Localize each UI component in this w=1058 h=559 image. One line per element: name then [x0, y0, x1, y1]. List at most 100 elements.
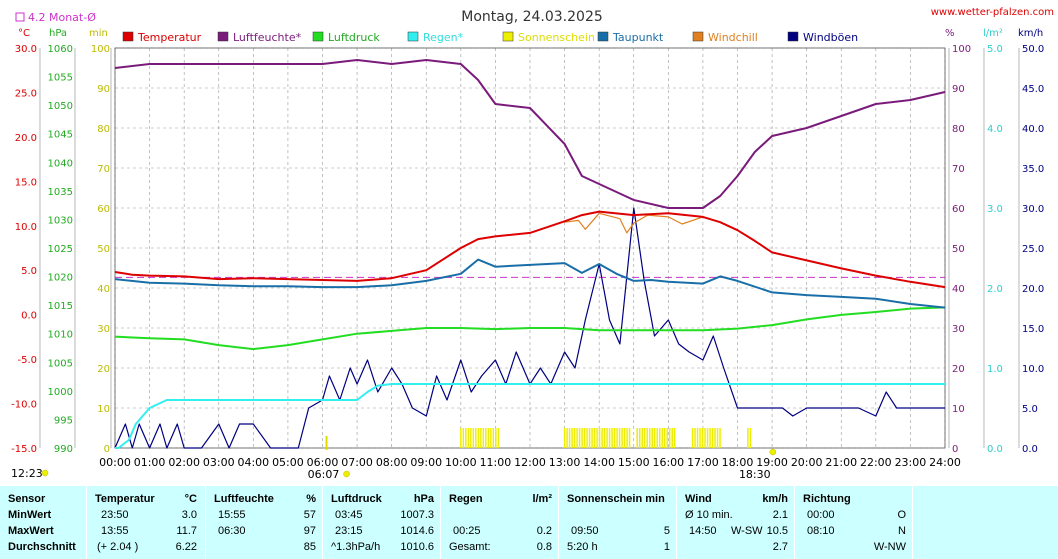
legend-swatch — [692, 31, 704, 42]
x-tick-label: 12:00 — [514, 456, 546, 469]
series-lines — [114, 59, 946, 449]
pressure-unit: hPa — [49, 28, 67, 39]
x-tick-label: 04:00 — [237, 456, 269, 469]
press-min-val: 1007.3 — [400, 509, 434, 521]
humidity-tick-label: 0 — [952, 444, 958, 455]
sunset-sun-icon — [769, 448, 777, 456]
hum-max-val: 97 — [303, 525, 316, 537]
humidity-tick-label: 50 — [952, 244, 965, 255]
wind-unit-header: km/h — [762, 493, 788, 505]
press-avg-trend: ^1.3hPa/h — [331, 541, 381, 553]
dir-min-time: 00:00 — [807, 509, 835, 521]
temp-tick-label: -15.0 — [11, 444, 37, 455]
humidity-tick-label: 80 — [952, 124, 965, 135]
sun-max-val: 5 — [663, 525, 670, 537]
sun-header: Sonnenschein min — [567, 493, 665, 505]
rain-tick-label: 4.0 — [987, 124, 1003, 135]
temp-min-time: 23:50 — [101, 509, 129, 521]
wind-avg-val: 2.7 — [772, 541, 788, 553]
x-tick-label: 11:00 — [480, 456, 512, 469]
dir-header: Richtung — [803, 493, 851, 505]
temp-max-time: 13:55 — [101, 525, 129, 537]
row-label-max: MaxWert — [8, 525, 54, 537]
legend-swatch — [217, 31, 229, 42]
col-richtung: Richtung 00:00 O 08:10 N W-NW — [795, 486, 913, 559]
legend-swatch — [502, 31, 514, 42]
pressure-tick-label: 990 — [54, 444, 73, 455]
plot-frame — [114, 47, 946, 449]
x-tick-label: 13:00 — [549, 456, 581, 469]
hum-avg-val: 85 — [303, 541, 316, 553]
legend-label: Sonnenschein — [518, 31, 595, 44]
sun-tick-label: 30 — [97, 324, 110, 335]
rain-tick-label: 3.0 — [987, 204, 1003, 215]
sun-max-time: 09:50 — [571, 525, 599, 537]
x-tick-label: 07:00 — [341, 456, 373, 469]
rain-tick-label: 0.0 — [987, 444, 1003, 455]
wind-min-label: Ø 10 min. — [685, 509, 733, 521]
x-tick-label: 22:00 — [860, 456, 892, 469]
rain-line — [115, 383, 945, 449]
press-avg-val: 1010.6 — [400, 541, 434, 553]
wind-max-dir: W-SW — [731, 525, 763, 537]
temp-tick-label: 25.0 — [15, 88, 37, 99]
pressure-tick-label: 1025 — [48, 244, 73, 255]
x-axis: 00:00 01:00 02:00 03:00 04:00 05:00 06:00 07:00… — [99, 436, 961, 481]
sun-icon — [41, 469, 49, 477]
x-tick-label: 24:00 — [929, 456, 961, 469]
legend-swatch — [597, 31, 609, 42]
wind-header: Wind — [685, 493, 712, 505]
row-label-sensor: Sensor — [8, 493, 46, 505]
rain-tick-label: 2.0 — [987, 284, 1003, 295]
dir-max-val: N — [898, 525, 906, 537]
windchill-line — [564, 212, 704, 234]
x-tick-label: 02:00 — [168, 456, 200, 469]
sunrise-sun-icon — [343, 470, 350, 478]
pressure-tick-label: 1060 — [48, 44, 73, 55]
monthly-avg-label: 4.2 Monat-Ø — [28, 11, 96, 24]
x-tick-label: 20:00 — [791, 456, 823, 469]
sunset-label: 18:30 — [739, 468, 771, 481]
x-tick-label: 08:00 — [376, 456, 408, 469]
humidity-tick-label: 70 — [952, 164, 965, 175]
rain-unit: l/m² — [983, 28, 1003, 39]
pressure-tick-label: 1050 — [48, 101, 73, 112]
temp-tick-label: -10.0 — [11, 400, 37, 411]
pressure-tick-label: 1045 — [48, 130, 73, 141]
temp-avg-trend: (+ 2.04 ) — [97, 541, 139, 553]
hum-min-time: 15:55 — [218, 509, 246, 521]
row-label-avg: Durchschnitt — [8, 541, 76, 553]
pressure-tick-label: 1055 — [48, 73, 73, 84]
legend-swatch — [122, 31, 134, 42]
sun-tick-label: 40 — [97, 284, 110, 295]
temp-tick-label: 5.0 — [21, 266, 37, 277]
website-label[interactable]: www.wetter-pfalzen.com — [931, 7, 1054, 18]
humidity-tick-label: 30 — [952, 324, 965, 335]
humidity-tick-label: 40 — [952, 284, 965, 295]
humidity-tick-label: 60 — [952, 204, 965, 215]
sun-tick-label: 80 — [97, 124, 110, 135]
x-tick-label: 14:00 — [583, 456, 615, 469]
humidity-line — [114, 59, 946, 209]
humidity-tick-label: 100 — [952, 44, 971, 55]
pressure-tick-label: 1020 — [48, 273, 73, 284]
temp-unit-header: °C — [184, 493, 197, 505]
temp-tick-label: 30.0 — [15, 44, 37, 55]
sun-tick-label: 50 — [97, 244, 110, 255]
wind-tick-label: 35.0 — [1022, 164, 1044, 175]
monthly-avg-marker-icon — [15, 12, 25, 22]
day-length-label: 12:23 — [11, 467, 43, 480]
col-wind: Wind km/h Ø 10 min. 2.1 14:50 W-SW 10.5 … — [677, 486, 795, 559]
sun-tick-label: 10 — [97, 404, 110, 415]
legend-swatch — [312, 31, 324, 42]
dir-avg-val: W-NW — [873, 541, 906, 553]
x-tick-label: 18:00 — [722, 456, 754, 469]
sun-unit: min — [89, 28, 108, 39]
dir-min-val: O — [897, 509, 906, 521]
sun-total-extra: 1 — [663, 541, 670, 553]
rain-max-val: 0.2 — [536, 525, 552, 537]
temp-unit: °C — [18, 28, 30, 39]
x-tick-label: 19:00 — [756, 456, 788, 469]
pressure-tick-label: 1015 — [48, 301, 73, 312]
x-tick-label: 09:00 — [410, 456, 442, 469]
